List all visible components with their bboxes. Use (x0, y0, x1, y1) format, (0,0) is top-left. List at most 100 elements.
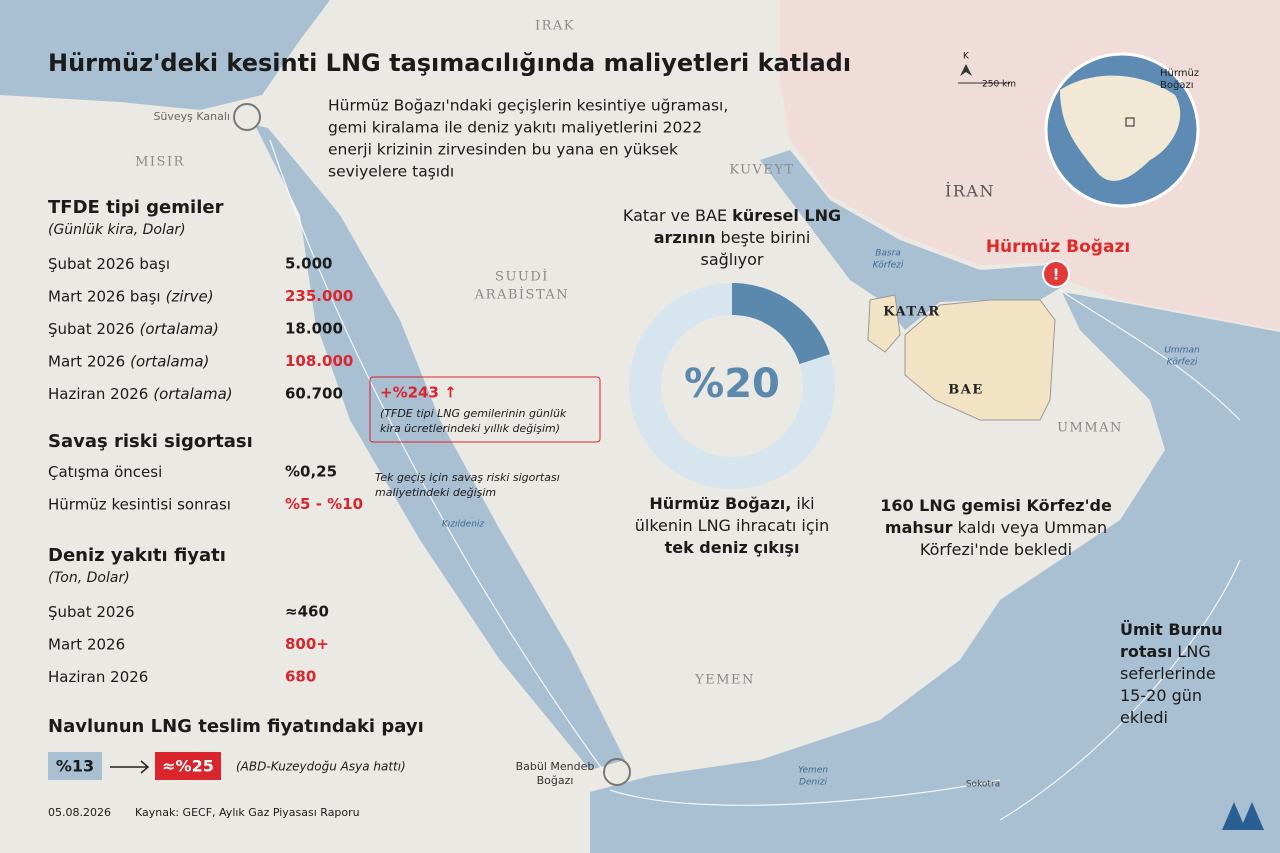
donut-caption-part: arzının (654, 228, 716, 247)
cape-note-part: seferlerinde (1120, 664, 1216, 683)
date: 05.08.2026 (48, 806, 111, 819)
katar (867, 294, 901, 353)
section-title: Savaş riski sigortası (48, 431, 253, 452)
globe (1044, 52, 1200, 208)
cape-note-part: LNG (1172, 642, 1210, 661)
map-label: Boğazı (537, 774, 574, 787)
row-label: Mart 2026 başı (zirve) (48, 287, 214, 305)
cape-note-part: Ümit Burnu (1120, 620, 1223, 639)
sea-label: Kızıldeniz (442, 520, 485, 530)
stranded-note: 160 LNG gemisi Körfez'de (880, 496, 1112, 515)
freight-from: %13 (56, 757, 94, 776)
map-label: Babül Mendeb (516, 760, 595, 773)
row-value: 800+ (285, 635, 329, 653)
cape-note: Ümit Burnu (1120, 620, 1223, 639)
sea-label: Umman (1164, 346, 1200, 356)
map-label: ARABİSTAN (474, 286, 569, 303)
row-label-text: Mart 2026 başı (48, 287, 161, 305)
stranded-note-part: mahsur (885, 518, 953, 537)
map-label: UMMAN (1057, 421, 1123, 436)
warning-icon: ! (1053, 266, 1060, 284)
globe-label: Boğazı (1160, 79, 1193, 91)
row-label-text: Mart 2026 (48, 635, 125, 653)
donut-caption-part: beşte birini (715, 228, 810, 247)
row-label-text: Şubat 2026 başı (48, 255, 170, 273)
intro-line: seviyelere taşıdı (328, 163, 454, 181)
freight-note: (ABD-Kuzeydoğu Asya hattı) (236, 760, 406, 774)
row-value: %5 - %10 (285, 495, 363, 513)
row-value: 18.000 (285, 320, 343, 338)
change-value: +%243 ↑ (380, 384, 457, 402)
donut-caption-part: iki (791, 494, 814, 513)
stranded-note: mahsur kaldı veya Umman (885, 518, 1107, 537)
row-value: 60.700 (285, 385, 343, 403)
donut-caption-part: Katar ve BAE (623, 206, 732, 225)
section-subtitle: (Günlük kira, Dolar) (48, 222, 186, 238)
scale-label: 250 km (982, 80, 1016, 90)
cape-note-part: 15-20 gün (1120, 686, 1202, 705)
map-label: Süveyş Kanalı (153, 110, 230, 123)
row-label-note: (zirve) (166, 287, 214, 305)
map-label: YEMEN (694, 673, 755, 688)
row-label-text: Haziran 2026 (48, 668, 148, 686)
north-label: K (963, 52, 970, 62)
sea-label: Denizi (799, 778, 827, 788)
row-label-text: Haziran 2026 (48, 385, 148, 403)
globe-label: Hürmüz (1160, 68, 1199, 79)
title: Hürmüz'deki kesinti LNG taşımacılığında … (48, 49, 851, 77)
row-value: 108.000 (285, 352, 353, 370)
source: Kaynak: GECF, Aylık Gaz Piyasası Raporu (135, 806, 360, 819)
donut-caption-part: sağlıyor (700, 250, 763, 269)
freight-from-box (48, 752, 102, 780)
row-value: 5.000 (285, 255, 332, 273)
freight-to-box (155, 752, 221, 780)
map-label: KUVEYT (729, 163, 794, 178)
sea-label: Yemen (798, 766, 828, 776)
stranded-note-part: 160 LNG gemisi Körfez'de (880, 496, 1112, 515)
cape-note-part: ekledi (1120, 708, 1168, 727)
stranded-note-part: kaldı veya Umman (953, 518, 1108, 537)
map-label: IRAK (535, 19, 575, 34)
map-label: Sokotra (966, 780, 1000, 790)
row-value: 680 (285, 668, 316, 686)
row-label: Haziran 2026 (48, 668, 148, 686)
row-label-text: Şubat 2026 (48, 603, 135, 621)
donut-caption: sağlıyor (700, 250, 763, 269)
row-label: Şubat 2026 (48, 603, 135, 621)
row-label-note: (ortalama) (130, 352, 209, 370)
donut-caption-part: küresel LNG (732, 206, 841, 225)
sea-label: Basra (875, 249, 901, 259)
change-note: (TFDE tipi LNG gemilerinin günlük (380, 407, 567, 420)
sea-label: Körfezi (873, 261, 904, 271)
change-box (369, 376, 601, 443)
stranded-note-part: Körfezi'nde bekledi (920, 540, 1072, 559)
row-value: %0,25 (285, 463, 337, 481)
stranded-note: Körfezi'nde bekledi (920, 540, 1072, 559)
intro-line: enerji krizinin zirvesinden bu yana en y… (328, 141, 678, 159)
bae (904, 299, 1056, 421)
row-label: Çatışma öncesi (48, 463, 162, 481)
cape-note: seferlerinde (1120, 664, 1216, 683)
map-label: MISIR (135, 155, 185, 170)
map-label: KATAR (883, 305, 941, 320)
suez-marker (233, 103, 261, 131)
insurance-note: maliyetindeki değişim (375, 486, 496, 499)
donut-segment (731, 283, 830, 365)
row-label-text: Çatışma öncesi (48, 463, 162, 481)
sea-label: Körfezi (1167, 358, 1198, 368)
row-label-text: Mart 2026 (48, 352, 125, 370)
routes (269, 139, 1241, 821)
row-label: Şubat 2026 başı (48, 255, 170, 273)
freight-to: ≈%25 (162, 757, 214, 776)
row-label: Hürmüz kesintisi sonrası (48, 495, 231, 513)
content: Hürmüz Boğazı'ndaki geçişlerin kesintiye… (48, 97, 1223, 780)
row-label: Mart 2026 (48, 635, 125, 653)
row-label-text: Hürmüz kesintisi sonrası (48, 495, 231, 513)
map-label: İRAN (945, 181, 995, 201)
map-label: BAE (948, 383, 983, 398)
map-circles: ! (233, 103, 1070, 786)
row-label: Haziran 2026 (ortalama) (48, 385, 233, 403)
insurance-note: Tek geçiş için savaş riski sigortası (375, 471, 560, 484)
